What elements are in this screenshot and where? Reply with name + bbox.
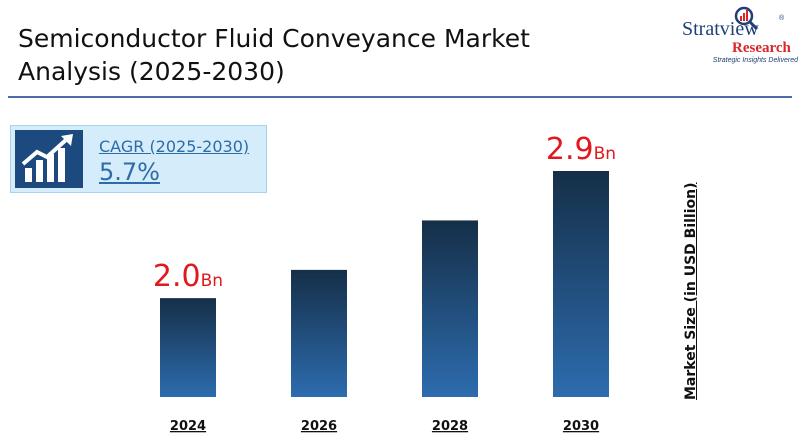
logo-tagline: Strategic Insights Delivered: [712, 57, 798, 64]
growth-chart-icon: [15, 130, 83, 188]
stratview-logo: Stratview ® Research Strategic Insights …: [662, 4, 798, 66]
x-tick-label-2026: 2026: [301, 419, 337, 434]
x-tick-label-2028: 2028: [432, 419, 468, 434]
logo-registered-mark: ®: [779, 15, 785, 22]
bar-2024: [160, 298, 216, 397]
logo-word-stratview: Stratview: [682, 18, 759, 40]
cagr-label: CAGR (2025-2030): [99, 137, 250, 156]
bar-2026: [291, 269, 347, 397]
bar-2028: [422, 220, 478, 397]
cagr-value: 5.7%: [99, 158, 160, 186]
page-title: Semiconductor Fluid Conveyance Market An…: [18, 24, 530, 86]
cagr-callout: CAGR (2025-2030) 5.7%: [10, 125, 267, 193]
data-label-2024: 2.0Bn: [153, 259, 223, 294]
x-tick-label-2024: 2024: [170, 419, 206, 434]
logo-word-research: Research: [732, 40, 791, 56]
header-divider: [8, 96, 792, 98]
data-label-2030: 2.9Bn: [546, 132, 616, 167]
bar-2030: [553, 171, 609, 397]
magnifier-chart-icon: [734, 6, 759, 30]
x-tick-label-2030: 2030: [563, 419, 599, 434]
y-axis-label: Market Size (in USD Billion): [683, 182, 699, 400]
